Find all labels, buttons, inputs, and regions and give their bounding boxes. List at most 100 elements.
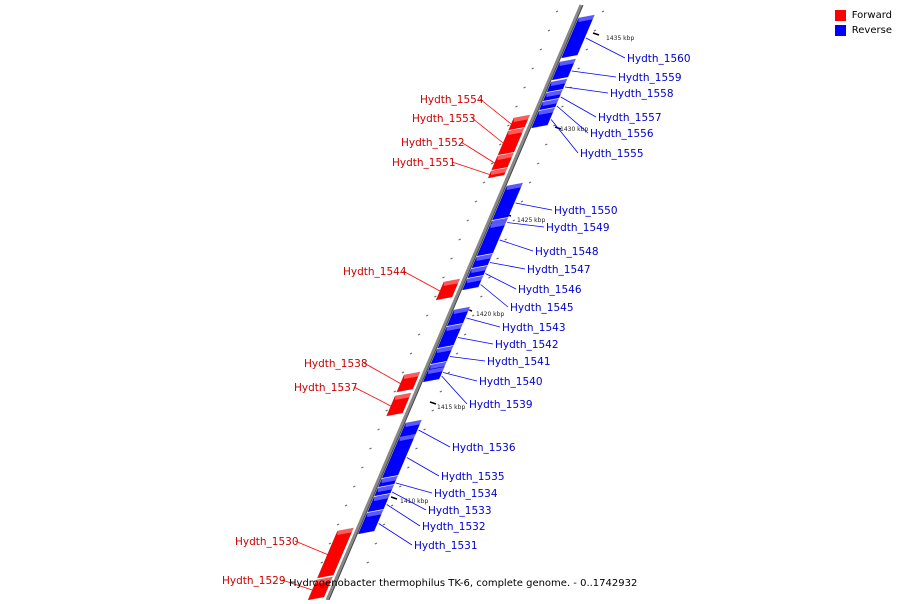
gene-highlight [446, 324, 463, 331]
grid-dash-right [553, 124, 556, 127]
grid-dash-left [377, 428, 380, 431]
gene-leader-line [443, 372, 478, 382]
gene-label: Hydth_1532 [422, 521, 486, 533]
grid-dash-left [539, 48, 543, 51]
gene-highlight [467, 276, 484, 283]
grid-dash-left [426, 314, 429, 317]
gene-label: Hydth_1537 [294, 382, 358, 394]
gene-label: Hydth_1559 [618, 72, 682, 84]
gene-highlight [551, 79, 568, 86]
scale-tick-mark [429, 401, 437, 405]
grid-dash-left [385, 409, 388, 412]
grid-dash-left [353, 485, 356, 488]
gene-highlight [508, 128, 525, 135]
legend-reverse-label: Reverse [851, 25, 892, 36]
grid-dash-right [374, 542, 378, 545]
gene-leader-line [480, 284, 509, 308]
gene-highlight [373, 494, 390, 501]
gene-leader-line [485, 273, 517, 290]
grid-dash-left [336, 523, 340, 526]
grid-dash-right [415, 447, 418, 450]
grid-dash-right [536, 162, 540, 165]
gene-hydth-1531 [357, 509, 384, 535]
gene-highlight [316, 577, 333, 584]
gene-highlight [491, 168, 508, 175]
grid-dash-left [547, 29, 551, 32]
gene-highlight [538, 108, 555, 115]
grid-dash-right [488, 276, 491, 279]
gene-hydth-1546 [466, 265, 488, 279]
gene-highlight [506, 183, 523, 190]
legend-forward-label: Forward [851, 10, 892, 21]
gene-label: Hydth_1538 [304, 358, 368, 370]
grid-dash-left [369, 447, 372, 450]
grid-dash-right [366, 561, 370, 564]
grid-dash-left [531, 67, 534, 70]
gene-hydth-1529 [307, 576, 334, 601]
grid-dash-right [455, 352, 459, 355]
gene-leader-line [386, 504, 421, 527]
gene-leader-line [556, 105, 589, 134]
scale-tick-label: 1430 kbp [560, 126, 588, 133]
gene-leader-line [479, 98, 512, 125]
gene-leader-line [560, 96, 597, 118]
grid-dash-right [407, 466, 410, 469]
gene-label: Hydth_1533 [428, 505, 492, 517]
gene-highlight [367, 510, 384, 517]
gene-leader-line [471, 117, 504, 144]
gene-highlight [497, 153, 514, 160]
gene-leader-line [571, 70, 617, 78]
gene-label: Hydth_1546 [518, 284, 582, 296]
gene-label: Hydth_1548 [535, 246, 599, 258]
gene-label: Hydth_1542 [495, 339, 559, 351]
gene-label: Hydth_1545 [510, 302, 574, 314]
gene-hydth-1558 [546, 78, 568, 93]
grid-dash-right [382, 523, 386, 526]
grid-dash-left [474, 200, 478, 203]
gene-leader-line [378, 523, 413, 546]
gene-label: Hydth_1551 [392, 157, 456, 169]
grid-dash-left [507, 124, 510, 127]
legend-reverse: Reverse [834, 23, 892, 38]
gene-hydth-1537 [386, 392, 412, 417]
grid-dash-right [399, 485, 402, 488]
gene-leader-line [353, 386, 392, 407]
gene-leader-line [507, 222, 545, 228]
gene-label: Hydth_1529 [222, 575, 286, 587]
gene-highlight [578, 15, 595, 22]
gene-leader-line [441, 375, 468, 405]
gene-hydth-1554 [508, 114, 531, 131]
gene-hydth-1530 [316, 527, 354, 579]
gene-hydth-1552 [491, 152, 515, 171]
gene-leader-line [294, 540, 328, 555]
gene-leader-line [499, 239, 534, 252]
gene-highlight [542, 99, 559, 106]
grid-dash-right [504, 238, 507, 241]
grid-dash-right [528, 181, 532, 184]
gene-hydth-1542 [437, 323, 464, 349]
gene-highlight [443, 279, 460, 286]
gene-highlight [546, 90, 563, 97]
gene-label: Hydth_1544 [343, 266, 407, 278]
chromosome-axis [325, 4, 583, 601]
gene-highlight [377, 485, 394, 492]
gene-leader-line [564, 86, 609, 94]
legend: Forward Reverse [834, 8, 892, 38]
grid-dash-left [434, 295, 437, 298]
gene-hydth-1535 [381, 433, 417, 479]
gene-highlight [453, 307, 470, 314]
chromosome-axis-shadow [328, 4, 584, 601]
legend-forward: Forward [834, 8, 892, 23]
genome-caption: Hydrogenobacter thermophilus TK-6, compl… [289, 578, 638, 589]
grid-dash-right [512, 219, 516, 222]
grid-dash-left [523, 86, 526, 89]
gene-highlight [381, 476, 398, 483]
grid-dash-right [447, 371, 451, 374]
legend-forward-swatch [834, 10, 846, 21]
gene-hydth-1538 [396, 371, 421, 393]
gene-hydth-1534 [377, 475, 399, 488]
gene-leader-line [281, 579, 313, 591]
gene-hydth-1532 [367, 493, 391, 513]
scale-tick-mark [592, 32, 600, 36]
